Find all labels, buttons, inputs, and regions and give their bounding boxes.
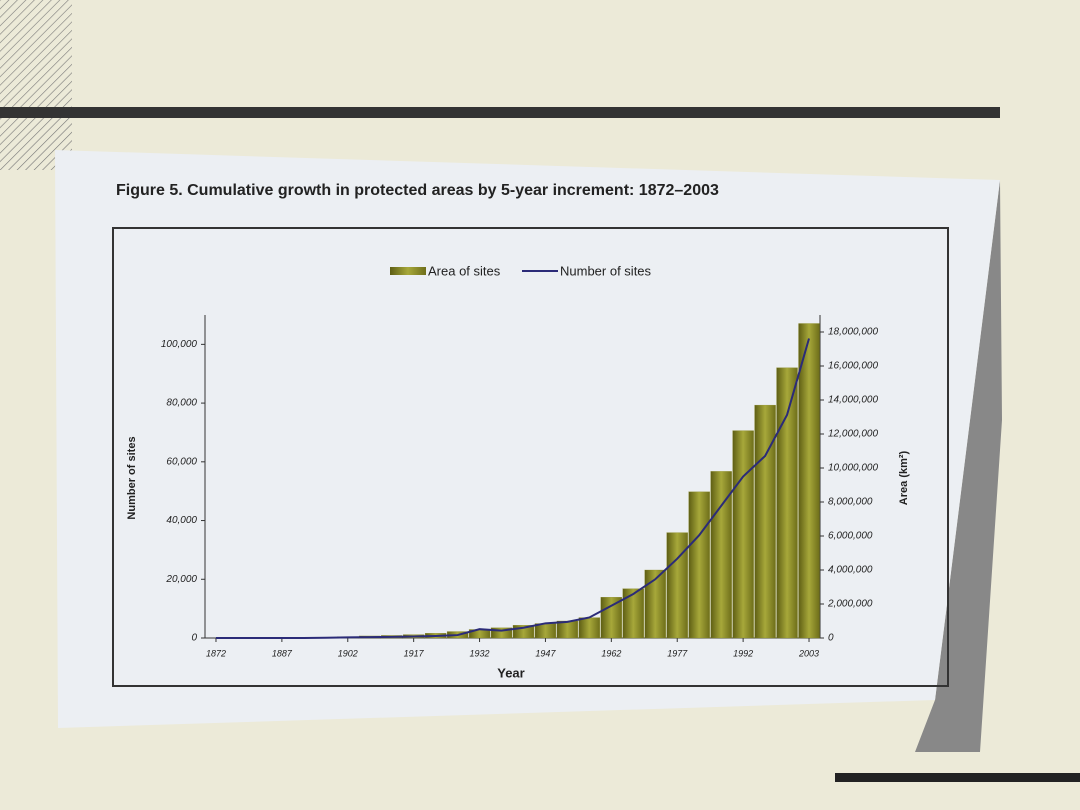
- x-tick-label: 1872: [206, 648, 226, 658]
- y2-tick-label: 2,000,000: [827, 599, 873, 610]
- y-tick-label: 40,000: [166, 515, 197, 526]
- bar: [732, 430, 754, 639]
- x-tick-label: 1887: [272, 648, 293, 658]
- bar: [776, 367, 798, 639]
- page-shadow: [915, 180, 1002, 752]
- bar: [644, 569, 666, 639]
- plot-frame: [112, 227, 949, 687]
- legend-label: Number of sites: [560, 263, 652, 278]
- y2-tick-label: 16,000,000: [828, 361, 878, 372]
- y2-tick-label: 12,000,000: [828, 429, 878, 440]
- y2-tick-label: 8,000,000: [828, 497, 873, 508]
- y2-tick-label: 18,000,000: [828, 327, 878, 338]
- hatch-decor: [0, 0, 72, 170]
- y2-tick-label: 10,000,000: [828, 463, 878, 474]
- bar: [798, 323, 820, 639]
- bar: [622, 588, 644, 639]
- bar: [556, 620, 579, 639]
- bar: [600, 597, 622, 639]
- chart-title: Figure 5. Cumulative growth in protected…: [116, 182, 719, 199]
- y-tick-label: 60,000: [166, 456, 197, 467]
- bar: [490, 627, 513, 639]
- line: [215, 338, 810, 639]
- x-tick-label: 1947: [535, 648, 556, 658]
- x-tick-label: 1932: [470, 648, 490, 658]
- bar: [688, 491, 710, 639]
- x-tick-label: 1977: [667, 648, 688, 658]
- y-tick-label: 20,000: [165, 574, 197, 585]
- x-tick-label: 1917: [404, 648, 425, 658]
- y-axis-label: Number of sites: [126, 436, 138, 519]
- legend-label: Area of sites: [428, 263, 501, 278]
- bar: [666, 532, 688, 639]
- legend-swatch: [390, 267, 426, 275]
- top-rule: [0, 107, 1000, 118]
- bottom-rule: [835, 773, 1080, 782]
- y2-tick-label: 14,000,000: [828, 395, 878, 406]
- x-axis-label: Year: [497, 665, 524, 680]
- y2-tick-label: 6,000,000: [828, 531, 873, 542]
- x-tick-label: 1902: [338, 648, 358, 658]
- x-tick-label: 2003: [798, 648, 819, 658]
- bar: [754, 404, 776, 639]
- x-tick-label: 1962: [601, 648, 621, 658]
- y-tick-label: 100,000: [161, 339, 198, 350]
- x-tick-label: 1992: [733, 648, 753, 658]
- y-tick-label: 0: [191, 633, 197, 644]
- y2-axis-label: Area (km²): [898, 450, 910, 505]
- bar: [578, 617, 601, 639]
- y2-tick-label: 4,000,000: [828, 565, 873, 576]
- y-tick-label: 80,000: [166, 398, 197, 409]
- y2-tick-label: 0: [828, 633, 834, 644]
